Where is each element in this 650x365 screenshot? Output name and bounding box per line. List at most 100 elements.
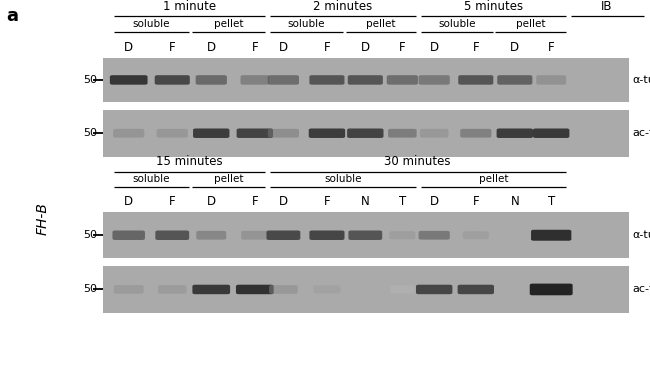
FancyBboxPatch shape — [193, 128, 229, 138]
FancyBboxPatch shape — [416, 285, 452, 294]
Text: 50: 50 — [83, 230, 98, 240]
FancyBboxPatch shape — [388, 129, 417, 138]
Text: F: F — [473, 41, 479, 54]
FancyBboxPatch shape — [157, 129, 188, 138]
Text: F: F — [169, 195, 176, 208]
Text: pellet: pellet — [367, 19, 396, 29]
Text: D: D — [279, 41, 288, 54]
FancyBboxPatch shape — [309, 75, 344, 85]
FancyBboxPatch shape — [269, 285, 298, 294]
FancyBboxPatch shape — [309, 231, 344, 240]
Text: a: a — [6, 7, 18, 25]
FancyBboxPatch shape — [502, 285, 528, 293]
FancyBboxPatch shape — [420, 129, 448, 138]
Bar — [103, 266, 629, 313]
FancyBboxPatch shape — [114, 285, 144, 294]
FancyBboxPatch shape — [531, 230, 571, 241]
FancyBboxPatch shape — [112, 231, 145, 240]
Text: 50: 50 — [83, 284, 98, 295]
Text: N: N — [510, 195, 519, 208]
FancyBboxPatch shape — [352, 285, 378, 293]
FancyBboxPatch shape — [460, 129, 491, 138]
FancyBboxPatch shape — [390, 285, 415, 293]
FancyBboxPatch shape — [497, 128, 533, 138]
FancyBboxPatch shape — [419, 75, 450, 85]
FancyBboxPatch shape — [158, 285, 187, 294]
Text: 2 minutes: 2 minutes — [313, 0, 372, 13]
FancyBboxPatch shape — [241, 231, 268, 240]
Text: F: F — [169, 41, 176, 54]
Text: ac-tubulin: ac-tubulin — [632, 284, 650, 295]
FancyBboxPatch shape — [502, 231, 528, 239]
FancyBboxPatch shape — [268, 129, 299, 138]
Text: D: D — [510, 41, 519, 54]
Text: D: D — [207, 41, 216, 54]
Text: D: D — [430, 195, 439, 208]
FancyBboxPatch shape — [110, 75, 148, 85]
Text: soluble: soluble — [324, 174, 361, 184]
Text: 5 minutes: 5 minutes — [464, 0, 523, 13]
FancyBboxPatch shape — [533, 128, 569, 138]
Text: F: F — [548, 41, 554, 54]
FancyBboxPatch shape — [347, 128, 384, 138]
FancyBboxPatch shape — [389, 231, 415, 239]
Text: α-tubulin: α-tubulin — [632, 230, 650, 240]
Text: D: D — [361, 41, 370, 54]
Text: pellet: pellet — [214, 19, 244, 29]
FancyBboxPatch shape — [458, 285, 494, 294]
FancyBboxPatch shape — [196, 75, 227, 85]
Text: soluble: soluble — [133, 174, 170, 184]
Text: D: D — [124, 41, 133, 54]
Text: D: D — [124, 195, 133, 208]
FancyBboxPatch shape — [497, 75, 532, 85]
Text: F: F — [399, 41, 406, 54]
FancyBboxPatch shape — [192, 285, 230, 294]
FancyBboxPatch shape — [113, 129, 144, 138]
FancyBboxPatch shape — [419, 231, 450, 240]
Text: 30 minutes: 30 minutes — [384, 155, 451, 168]
FancyBboxPatch shape — [237, 128, 273, 138]
Text: IB: IB — [601, 0, 613, 13]
Text: 50: 50 — [83, 128, 98, 138]
Text: T: T — [398, 195, 406, 208]
Bar — [103, 58, 629, 102]
Text: F: F — [324, 41, 330, 54]
Text: 15 minutes: 15 minutes — [156, 155, 223, 168]
FancyBboxPatch shape — [348, 75, 383, 85]
FancyBboxPatch shape — [463, 231, 489, 239]
FancyBboxPatch shape — [236, 285, 274, 294]
Text: D: D — [430, 41, 439, 54]
FancyBboxPatch shape — [530, 284, 573, 295]
Text: F: F — [252, 41, 258, 54]
Text: ac-tubulin: ac-tubulin — [632, 128, 650, 138]
FancyBboxPatch shape — [348, 231, 382, 240]
Text: T: T — [547, 195, 555, 208]
Text: α-tubulin: α-tubulin — [632, 75, 650, 85]
Text: F: F — [252, 195, 258, 208]
FancyBboxPatch shape — [240, 75, 269, 85]
FancyBboxPatch shape — [268, 75, 299, 85]
FancyBboxPatch shape — [155, 75, 190, 85]
Bar — [103, 212, 629, 258]
Text: pellet: pellet — [214, 174, 244, 184]
Text: F: F — [473, 195, 479, 208]
FancyBboxPatch shape — [458, 75, 493, 85]
FancyBboxPatch shape — [309, 128, 345, 138]
FancyBboxPatch shape — [387, 75, 418, 85]
Text: 50: 50 — [83, 75, 98, 85]
Text: 1 minute: 1 minute — [163, 0, 216, 13]
Text: F: F — [324, 195, 330, 208]
Text: N: N — [361, 195, 370, 208]
Bar — [103, 110, 629, 157]
FancyBboxPatch shape — [266, 231, 300, 240]
Text: FH-B: FH-B — [35, 203, 49, 235]
FancyBboxPatch shape — [313, 285, 341, 293]
Text: pellet: pellet — [515, 19, 545, 29]
FancyBboxPatch shape — [536, 75, 566, 85]
FancyBboxPatch shape — [155, 231, 189, 240]
Text: soluble: soluble — [287, 19, 325, 29]
Text: soluble: soluble — [133, 19, 170, 29]
Text: D: D — [279, 195, 288, 208]
Text: soluble: soluble — [438, 19, 476, 29]
FancyBboxPatch shape — [196, 231, 226, 240]
